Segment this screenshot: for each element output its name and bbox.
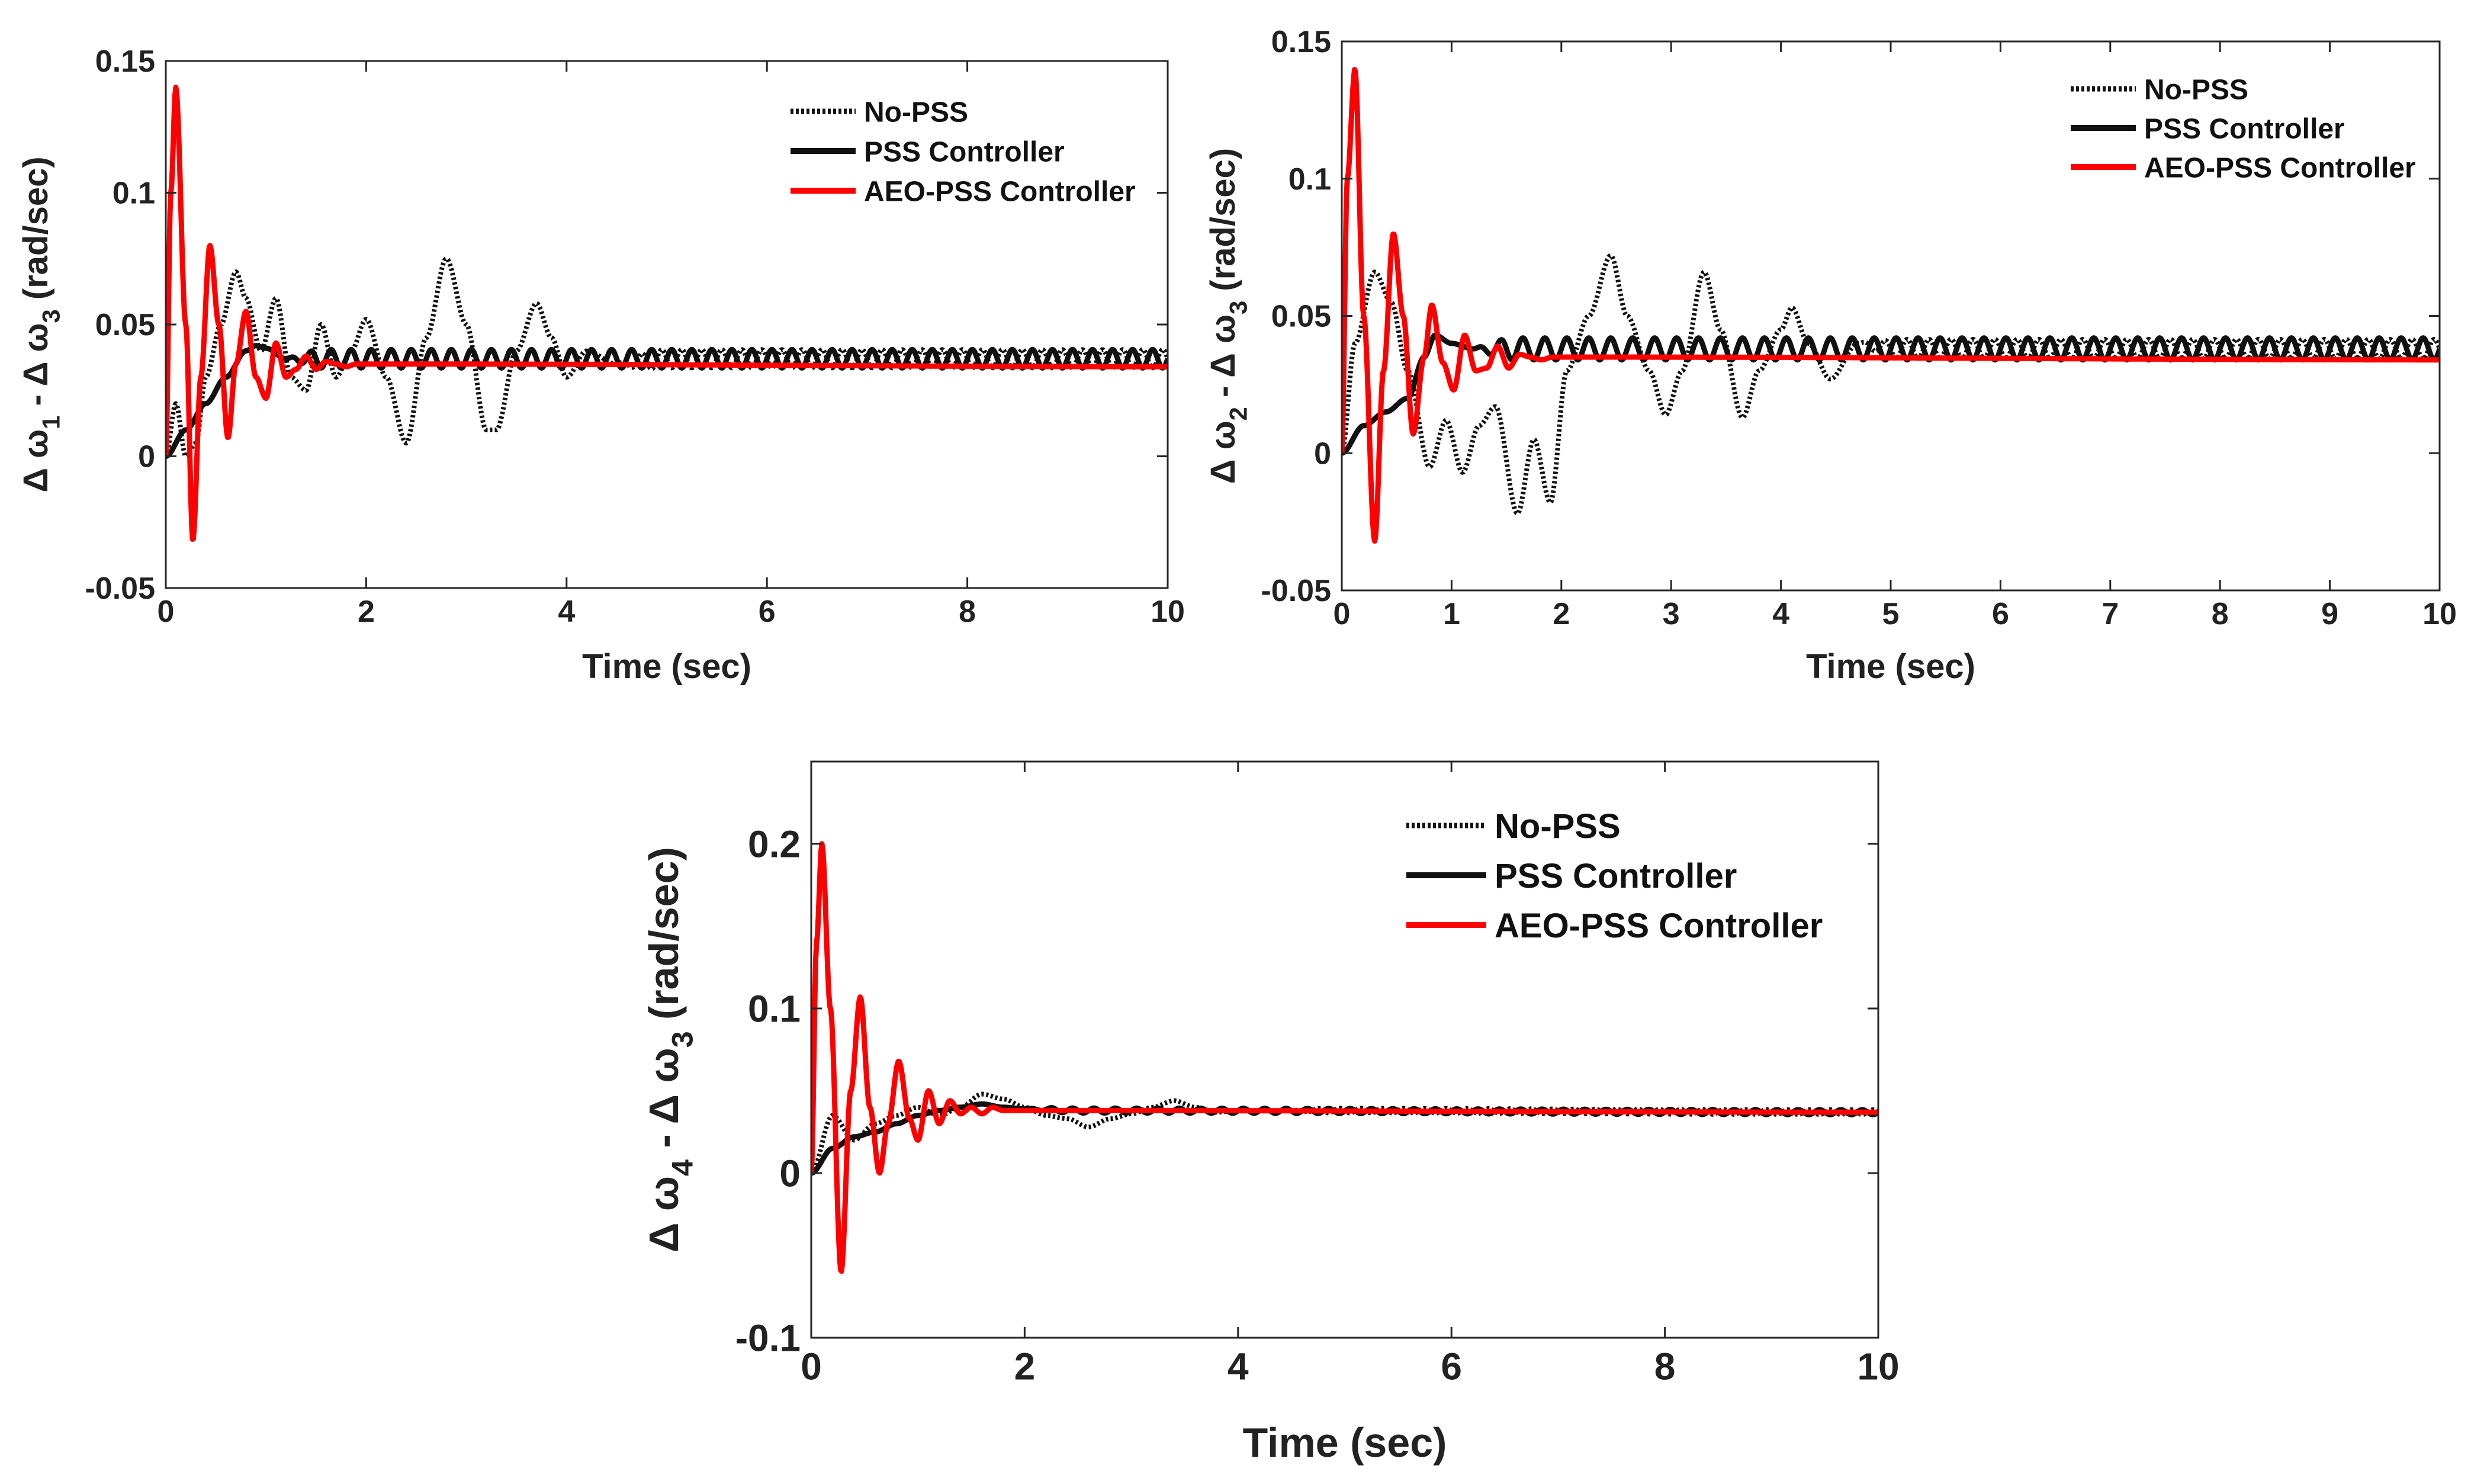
x-tick-label: 1 xyxy=(1443,597,1460,631)
x-tick-label: 4 xyxy=(1228,1345,1249,1387)
x-axis-label: Time (sec) xyxy=(1806,647,1975,686)
y-tick-label: -0.1 xyxy=(735,1316,801,1359)
y-tick-label: 0 xyxy=(779,1152,801,1194)
y-tick-label: 0.2 xyxy=(748,823,801,865)
x-tick-label: 2 xyxy=(358,595,375,629)
y-tick-label: 0.1 xyxy=(113,176,155,211)
legend: No-PSS PSS Controller AEO-PSS Controller xyxy=(791,97,1136,207)
y-tick-label: 0.05 xyxy=(1271,300,1331,334)
legend-label: PSS Controller xyxy=(2144,113,2345,144)
series-line-aeo-pss-controller xyxy=(166,85,1168,542)
plot-area xyxy=(166,61,1168,588)
x-tick-label: 8 xyxy=(959,595,976,629)
y-axis-label: Δ ω4 - Δ ω3 (rad/sec) xyxy=(641,847,699,1252)
series-group xyxy=(166,85,1168,542)
x-tick-label: 6 xyxy=(759,595,776,629)
y-tick-label: 0.15 xyxy=(95,44,155,79)
series-group xyxy=(1342,67,2440,544)
legend: No-PSS PSS Controller AEO-PSS Controller xyxy=(2071,74,2416,184)
x-tick-label: 9 xyxy=(2321,597,2338,631)
series-line-no-pss xyxy=(166,256,1168,459)
plot-frame xyxy=(810,760,1879,1339)
legend-label: PSS Controller xyxy=(1495,857,1737,895)
plot-area xyxy=(1342,41,2440,590)
series-group xyxy=(811,841,1878,1274)
x-axis-label: Time (sec) xyxy=(582,647,751,686)
x-tick-label: 0 xyxy=(801,1345,822,1387)
y-tick-label: -0.05 xyxy=(85,571,155,606)
y-tick-label: 0 xyxy=(138,440,155,474)
x-tick-label: 0 xyxy=(1333,597,1351,631)
legend-label: No-PSS xyxy=(864,97,968,128)
series-line-aeo-pss-controller xyxy=(811,841,1878,1274)
y-tick-label: 0.05 xyxy=(95,308,155,342)
legend-label: AEO-PSS Controller xyxy=(864,176,1136,207)
x-tick-label: 7 xyxy=(2102,597,2119,631)
x-tick-label: 4 xyxy=(1772,597,1789,631)
legend-label: AEO-PSS Controller xyxy=(1495,907,1823,945)
x-axis-label: Time (sec) xyxy=(1243,1419,1447,1466)
series-line-aeo-pss-controller xyxy=(1342,67,2440,544)
x-tick-label: 6 xyxy=(1992,597,2009,631)
legend-label: No-PSS xyxy=(1495,807,1621,846)
y-tick-label: 0.1 xyxy=(748,987,801,1030)
x-tick-label: 6 xyxy=(1441,1345,1462,1387)
x-tick-label: 0 xyxy=(158,595,175,629)
legend-label: PSS Controller xyxy=(864,136,1065,168)
y-axis-label: Δ ω2 - Δ ω3 (rad/sec) xyxy=(1204,148,1252,484)
x-tick-label: 4 xyxy=(558,595,575,629)
legend: No-PSS PSS Controller AEO-PSS Controller xyxy=(1406,807,1823,945)
x-tick-label: 10 xyxy=(1857,1345,1899,1387)
x-tick-label: 10 xyxy=(2422,597,2457,631)
x-tick-label: 2 xyxy=(1553,597,1570,631)
legend-label: AEO-PSS Controller xyxy=(2144,152,2416,184)
x-tick-label: 8 xyxy=(2212,597,2229,631)
x-tick-label: 5 xyxy=(1882,597,1900,631)
x-tick-label: 8 xyxy=(1654,1345,1676,1387)
x-tick-label: 10 xyxy=(1151,595,1185,629)
plot-area xyxy=(811,762,1878,1338)
y-axis-label: Δ ω1 - Δ ω3 (rad/sec) xyxy=(17,156,65,492)
y-tick-label: 0.15 xyxy=(1271,25,1331,59)
legend-label: No-PSS xyxy=(2144,74,2248,105)
x-tick-label: 2 xyxy=(1014,1345,1036,1387)
y-tick-label: 0 xyxy=(1314,436,1331,471)
x-tick-label: 3 xyxy=(1663,597,1680,631)
y-tick-label: 0.1 xyxy=(1288,162,1331,197)
y-tick-label: -0.05 xyxy=(1261,574,1331,608)
